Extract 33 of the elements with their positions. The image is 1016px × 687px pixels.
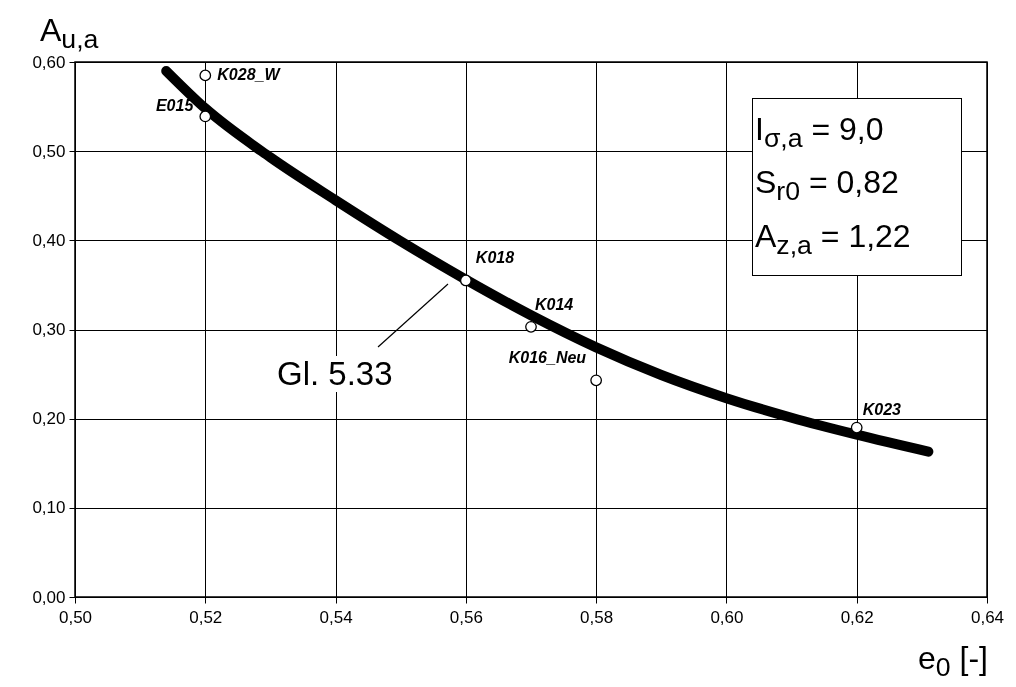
y-tick-label: 0,30 bbox=[32, 320, 66, 339]
annotation: S$_{r0}$ = 0,82 bbox=[755, 163, 900, 209]
y-tick-label: 0,60 bbox=[32, 52, 66, 72]
x-tick-label: 0,50 bbox=[58, 607, 93, 627]
y-tick-label: 0,00 bbox=[32, 587, 66, 607]
annotation: A$_{z,a}$ = 1,22 bbox=[755, 216, 912, 263]
x-tick-label: 0,62 bbox=[840, 607, 874, 627]
y-axis-title: A$_{u,a}$ bbox=[40, 12, 99, 55]
x-axis-title: e$_{0}$ [-] bbox=[918, 640, 988, 684]
y-tick-label: 0,10 bbox=[32, 498, 66, 518]
x-tick-label: 0,64 bbox=[970, 607, 1005, 627]
x-tick-label: 0,54 bbox=[319, 607, 353, 627]
y-tick-label: 0,40 bbox=[32, 230, 66, 250]
point bbox=[525, 320, 537, 333]
x-tick-label: 0,60 bbox=[710, 607, 744, 627]
annotation: E015 bbox=[155, 97, 195, 115]
x-tick-label: 0,56 bbox=[449, 607, 483, 627]
y-tick-label: 0,50 bbox=[32, 141, 66, 161]
annotation: K023 bbox=[862, 400, 902, 418]
y-tick-label: 0,20 bbox=[32, 409, 66, 429]
annotation: Gl. 5.33 bbox=[277, 355, 393, 392]
annotation: I$_{σ,a}$ = 9,0 bbox=[755, 110, 885, 156]
x-tick-label: 0,58 bbox=[580, 607, 614, 627]
point bbox=[199, 110, 212, 123]
point bbox=[199, 69, 212, 82]
annotation: K018 bbox=[475, 249, 515, 267]
x-tick-label: 0,52 bbox=[189, 607, 223, 627]
annotation: K028_W bbox=[217, 66, 282, 84]
point bbox=[459, 274, 472, 287]
point bbox=[590, 374, 603, 387]
annotation: K016_Neu bbox=[508, 349, 587, 367]
point bbox=[850, 421, 863, 434]
annotation: K014 bbox=[535, 295, 574, 313]
